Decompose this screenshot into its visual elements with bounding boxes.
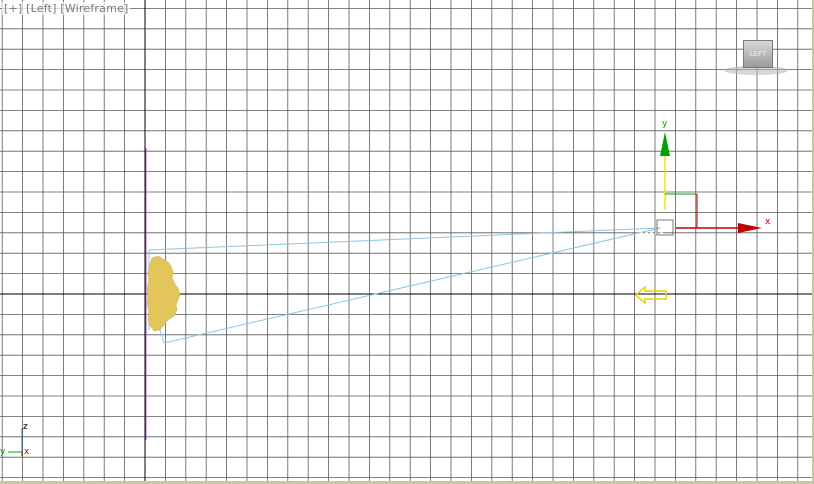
scene-object-silhouette[interactable] xyxy=(146,255,181,332)
viewport-view-menu[interactable]: Left xyxy=(30,2,53,15)
viewport-label-close: ] xyxy=(123,2,129,15)
viewport-shading-menu[interactable]: Wireframe xyxy=(64,2,124,15)
camera-pivot-box[interactable] xyxy=(656,219,674,236)
viewport-label-open: [ xyxy=(4,2,9,15)
viewport-menu-plus[interactable]: + xyxy=(8,2,18,15)
tripod-z-label: z xyxy=(23,422,28,432)
light-direction-arrow-icon[interactable] xyxy=(634,285,667,305)
move-gizmo[interactable]: y x xyxy=(656,119,771,236)
gizmo-y-arrow[interactable] xyxy=(660,132,670,156)
viewcube[interactable]: LEFT xyxy=(722,36,792,80)
viewport-label: [+] [Left] [Wireframe] xyxy=(2,2,131,15)
viewport-label-sep2: ] [ xyxy=(52,2,65,15)
axis-tripod: z y x xyxy=(0,422,30,457)
gizmo-x-label: x xyxy=(765,217,771,227)
tripod-y-label: y xyxy=(0,447,6,457)
viewcube-face-left[interactable]: LEFT xyxy=(743,40,773,68)
viewport-label-sep1: ] [ xyxy=(17,2,31,15)
tripod-x-label: x xyxy=(24,447,30,457)
gizmo-y-label: y xyxy=(662,119,668,129)
gizmo-x-arrow[interactable] xyxy=(738,223,762,233)
